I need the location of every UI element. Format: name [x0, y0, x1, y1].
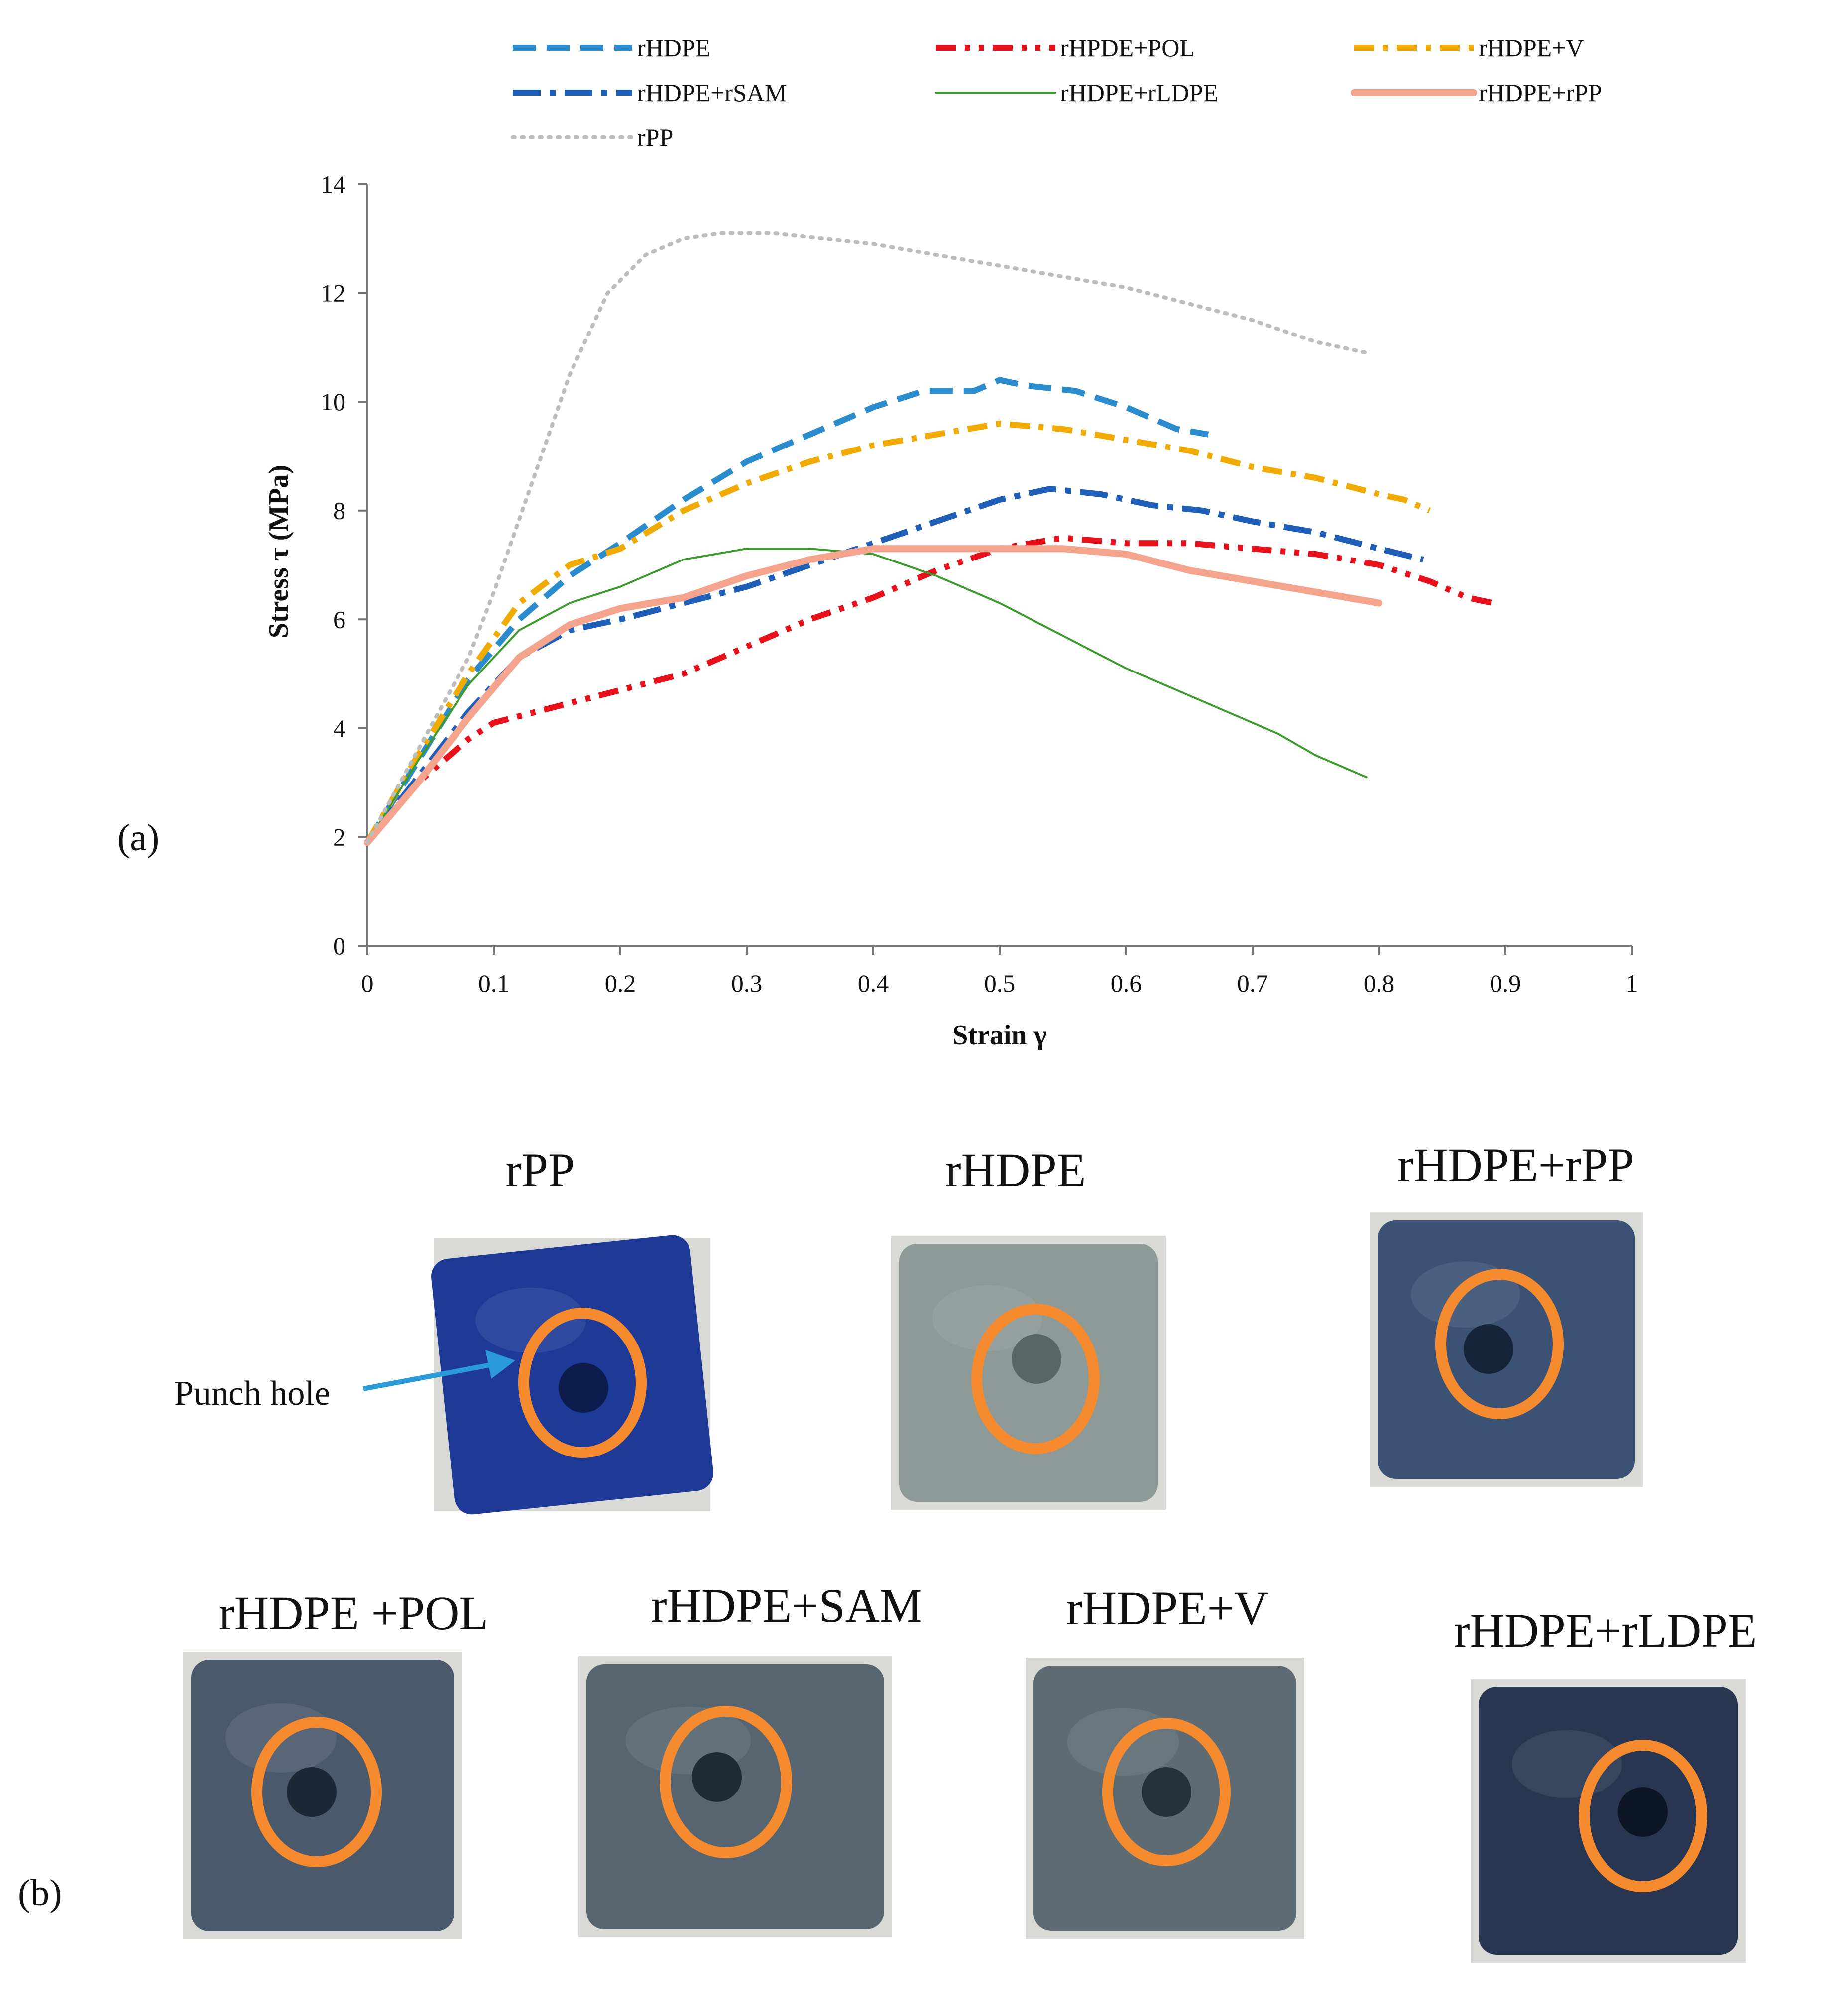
- y-tick-label: 14: [321, 170, 345, 198]
- sample-title-rhdpe-sam: rHDPE+SAM: [651, 1579, 922, 1632]
- highlight-ring: [1102, 1718, 1231, 1866]
- sample-title-rhdpe-rldpe: rHDPE+rLDPE: [1454, 1604, 1757, 1657]
- legend-label-rpp: rPP: [637, 123, 673, 151]
- x-tick-label: 0.9: [1490, 969, 1521, 997]
- x-axis-label: Strain γ: [952, 1020, 1047, 1051]
- series-line-rhpde-pol: [365, 535, 1493, 845]
- legend-label-rhdpe-v: rHDPE+V: [1479, 34, 1584, 62]
- series-line-rhdpe: [364, 377, 1209, 844]
- specimen-texture: [932, 1285, 1042, 1351]
- legend-label-rhdpe: rHDPE: [637, 34, 710, 62]
- highlight-ring: [1579, 1740, 1707, 1892]
- series-line-rhdpe-rpp: [364, 545, 1382, 846]
- punch-hole: [1618, 1787, 1668, 1837]
- highlight-ring: [1435, 1269, 1564, 1419]
- sample-photo-rhdpe: [891, 1236, 1166, 1510]
- x-tick-label: 0.4: [858, 969, 889, 997]
- y-tick-label: 8: [333, 497, 345, 525]
- sample-photo-rpp: [431, 1235, 713, 1515]
- legend-label-rhdpe-rsam: rHDPE+rSAM: [637, 79, 787, 107]
- y-tick-label: 10: [321, 388, 345, 416]
- x-tick-label: 0.5: [984, 969, 1016, 997]
- x-tick-label: 0.8: [1364, 969, 1395, 997]
- panel-b-label: (b): [18, 1872, 62, 1914]
- sample-photo-rhdpe-pol: [183, 1652, 462, 1939]
- punch-hole-arrow: [363, 1350, 515, 1391]
- x-tick-label: 0.3: [731, 969, 763, 997]
- punch-hole: [1012, 1334, 1061, 1384]
- stress-strain-chart: rHDPE rHPDE+POL rHDPE+V rHDPE+rSAM rHDPE+rLD…: [263, 34, 1638, 1051]
- punch-hole: [1464, 1324, 1513, 1374]
- y-tick-label: 2: [333, 823, 345, 851]
- punch-hole: [692, 1752, 742, 1802]
- sample-title-rhdpe-pol: rHDPE +POL: [218, 1586, 489, 1640]
- series-line-rhdpe-rldpe: [366, 548, 1368, 844]
- specimen-block: [586, 1664, 884, 1929]
- series-line-rpp: [365, 231, 1369, 845]
- x-tick-label: 0: [361, 969, 374, 997]
- x-tick-label: 0.2: [605, 969, 636, 997]
- y-tick-label: 12: [321, 279, 345, 307]
- legend-label-rhpde-pol: rHPDE+POL: [1060, 34, 1195, 62]
- arrow-head: [485, 1350, 515, 1379]
- y-tick-label: 0: [333, 932, 345, 960]
- punch-hole: [559, 1363, 608, 1413]
- sample-photo-rhdpe-rldpe: [1471, 1679, 1746, 1963]
- arrow-shaft: [363, 1362, 491, 1391]
- sample-title-rhdpe: rHDPE: [945, 1143, 1086, 1197]
- x-tick-label: 0.6: [1111, 969, 1142, 997]
- legend-label-rhdpe-rpp: rHDPE+rPP: [1479, 79, 1602, 107]
- chart-legend: rHDPE rHPDE+POL rHDPE+V rHDPE+rSAM rHDPE+rLD…: [511, 34, 1602, 151]
- highlight-ring: [518, 1308, 647, 1458]
- x-tick-label: 0.1: [478, 969, 510, 997]
- y-axis-label: Stress τ (MPa): [263, 465, 294, 638]
- y-tick-label: 4: [333, 714, 345, 742]
- sample-title-rhdpe-rpp: rHDPE+rPP: [1397, 1138, 1634, 1192]
- series-line-rhdpe-v: [364, 420, 1431, 844]
- y-tick-label: 6: [333, 605, 345, 633]
- highlight-ring: [251, 1717, 382, 1867]
- series-line-rhdpe-rsam: [365, 486, 1424, 845]
- chart-series: [364, 231, 1493, 846]
- specimen-texture: [475, 1287, 586, 1353]
- sample-title-rhdpe-v: rHDPE+V: [1066, 1581, 1269, 1635]
- x-tick-label: 1: [1626, 969, 1638, 997]
- panel-a-label: (a): [117, 817, 160, 859]
- sample-photos: [183, 1212, 1746, 1963]
- x-tick-label: 0.7: [1237, 969, 1268, 997]
- sample-photo-rhdpe-rpp: [1370, 1212, 1643, 1487]
- sample-photo-rhdpe-v: [1026, 1658, 1304, 1939]
- highlight-ring: [971, 1304, 1100, 1454]
- punch-hole: [1142, 1767, 1191, 1817]
- highlight-ring: [660, 1706, 792, 1858]
- legend-label-rhdpe-rldpe: rHDPE+rLDPE: [1060, 79, 1218, 107]
- chart-axes: [366, 184, 1632, 947]
- punch-hole-label: Punch hole: [174, 1374, 331, 1413]
- sample-photo-rhdpe-sam: [578, 1656, 892, 1937]
- sample-title-rpp: rPP: [505, 1143, 575, 1197]
- punch-hole: [287, 1767, 337, 1817]
